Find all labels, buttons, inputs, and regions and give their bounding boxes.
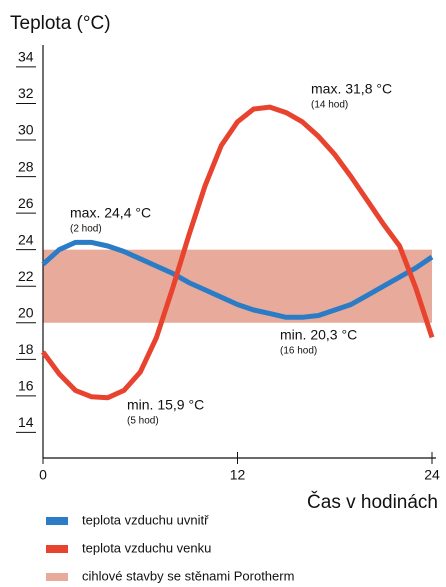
x-tick-label: 24 — [424, 467, 440, 483]
y-tick-label: 16 — [18, 378, 34, 394]
legend-label: teplota vzduchu uvnitř — [82, 512, 209, 527]
line-series — [40, 104, 435, 401]
annotation: min. 20,3 °C — [280, 327, 357, 343]
y-tick-label: 28 — [18, 158, 34, 174]
y-tick-label: 20 — [18, 304, 34, 320]
x-tick-label: 0 — [39, 467, 47, 483]
annotation: max. 31,8 °C — [311, 81, 392, 97]
annotation: min. 15,9 °C — [127, 397, 204, 413]
y-tick-label: 30 — [18, 122, 34, 138]
y-tick-label: 24 — [18, 231, 34, 247]
y-tick-label: 34 — [18, 49, 34, 65]
annotation-note: (5 hod) — [127, 416, 159, 427]
annotation-note: (2 hod) — [70, 224, 102, 235]
annotation-note: (16 hod) — [280, 346, 317, 357]
comfort-band — [43, 249, 432, 323]
legend-label: cihlové stavby se stěnami Porotherm — [82, 568, 294, 583]
x-axis-title: Čas v hodinách — [307, 491, 438, 513]
legend-swatch — [46, 517, 68, 525]
y-tick-label: 14 — [18, 414, 34, 430]
y-tick-label: 26 — [18, 195, 34, 211]
line-series — [41, 239, 434, 320]
annotation-note: (14 hod) — [311, 100, 348, 111]
y-tick-label: 32 — [18, 85, 34, 101]
legend-label: teplota vzduchu venku — [82, 540, 211, 555]
y-tick-label: 18 — [18, 341, 34, 357]
y-axis-title: Teplota (°C) — [10, 13, 111, 34]
legend-swatch — [46, 573, 68, 581]
y-tick-label: 22 — [18, 268, 34, 284]
annotation: max. 24,4 °C — [70, 205, 151, 221]
legend-swatch — [46, 545, 68, 553]
x-tick-label: 12 — [230, 467, 246, 483]
